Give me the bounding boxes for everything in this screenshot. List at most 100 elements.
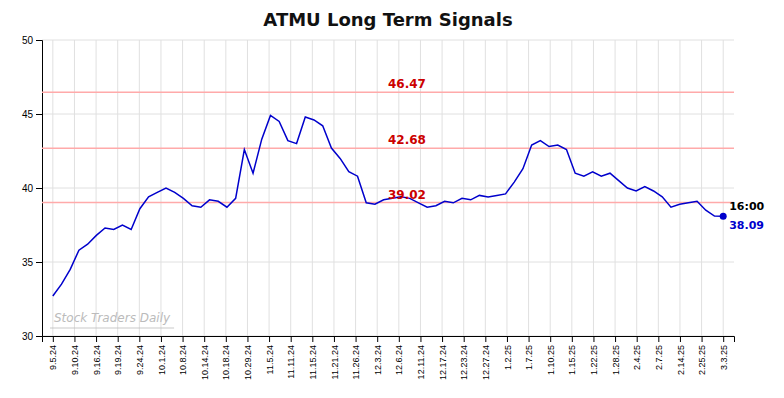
watermark-rule: [50, 328, 174, 329]
last-time-label: 16:00: [729, 200, 764, 213]
tick-label: 9.19.24: [113, 345, 123, 375]
grid-line: [247, 40, 248, 336]
tick: 2.25.25: [697, 336, 707, 375]
grid-line: [701, 40, 702, 336]
tick-label: 1.28.25: [611, 345, 621, 375]
tick-mark: [204, 336, 205, 342]
tick-mark: [183, 336, 184, 342]
tick: 11.26.24: [351, 336, 361, 379]
grid-line: [42, 40, 734, 41]
tick: 11.15.24: [308, 336, 318, 379]
tick-label: 1.7.25: [524, 345, 534, 370]
tick-label: 1.10.25: [546, 345, 556, 375]
last-price-label: 38.09: [729, 219, 764, 232]
tick-label: 50: [22, 35, 34, 46]
tick: 1.15.25: [567, 336, 577, 375]
tick-mark: [139, 336, 140, 342]
tick: 12.6.24: [394, 336, 404, 375]
tick-label: 2.7.25: [654, 345, 664, 370]
grid-line: [550, 40, 551, 336]
grid-line: [333, 40, 334, 336]
tick-label: 2.25.25: [697, 345, 707, 375]
grid-line: [593, 40, 594, 336]
chart: 9.5.249.10.249.16.249.19.249.24.2410.1.2…: [0, 0, 784, 398]
tick-mark: [442, 336, 443, 342]
tick-label: 10.1.24: [157, 345, 167, 375]
tick: 9.16.24: [92, 336, 102, 375]
tick-mark: [334, 336, 335, 342]
tick-label: 10.29.24: [243, 345, 253, 380]
tick-label: 12.17.24: [438, 345, 448, 380]
grid-line: [42, 262, 734, 263]
tick-mark: [507, 336, 508, 342]
grid-line: [269, 40, 270, 336]
tick-mark: [74, 336, 75, 342]
grid-line: [377, 40, 378, 336]
grid: [42, 40, 734, 336]
axis-line: [43, 337, 735, 343]
tick-mark: [36, 40, 42, 41]
tick-label: 12.23.24: [459, 345, 469, 380]
tick: 1.2.25: [503, 336, 513, 370]
tick-label: 11.5.24: [265, 345, 275, 374]
tick: 1.28.25: [611, 336, 621, 375]
tick: 2.7.25: [654, 336, 664, 370]
signal-line: [42, 91, 734, 93]
axis-line: [36, 41, 43, 337]
tick-label: 12.11.24: [416, 345, 426, 379]
tick: 12.23.24: [459, 336, 469, 380]
tick: 12.17.24: [438, 336, 448, 380]
tick-mark: [226, 336, 227, 342]
title: ATMU Long Term Signals: [263, 9, 512, 30]
grid-line: [139, 40, 140, 336]
tick-mark: [312, 336, 313, 342]
tick: 1.10.25: [546, 336, 556, 375]
tick-mark: [593, 336, 594, 342]
tick-label: 11.21.24: [330, 345, 340, 379]
tick: 2.4.25: [632, 336, 642, 370]
tick-mark: [464, 336, 465, 342]
tick-mark: [36, 114, 42, 115]
tick-mark: [118, 336, 119, 342]
tick-mark: [36, 188, 42, 189]
grid-line: [290, 40, 291, 336]
tick-label: 10.18.24: [221, 345, 231, 380]
tick: 12.11.24: [416, 336, 426, 379]
tick-mark: [485, 336, 486, 342]
grid-line: [463, 40, 464, 336]
tick-label: 12.27.24: [481, 345, 491, 380]
grid-line: [52, 40, 53, 336]
tick-mark: [247, 336, 248, 342]
grid-line: [442, 40, 443, 336]
tick-mark: [529, 336, 530, 342]
tick: 40: [22, 183, 42, 194]
tick: 9.19.24: [113, 336, 123, 375]
tick-mark: [680, 336, 681, 342]
grid-line: [723, 40, 724, 336]
tick-label: 11.15.24: [308, 345, 318, 379]
tick-mark: [572, 336, 573, 342]
grid-line: [117, 40, 118, 336]
tick-mark: [36, 262, 42, 263]
tick-label: 35: [22, 257, 34, 268]
tick-mark: [36, 336, 42, 337]
tick-mark: [702, 336, 703, 342]
tick-mark: [377, 336, 378, 342]
tick-mark: [291, 336, 292, 342]
tick-label: 9.24.24: [135, 345, 145, 375]
tick: 10.14.24: [200, 336, 210, 380]
annotations: Stock Traders Daily46.4742.6839.0216:003…: [50, 77, 765, 328]
tick: 12.27.24: [481, 336, 491, 380]
signal-line: [42, 202, 734, 204]
tick-label: 40: [22, 183, 34, 194]
tick-label: 30: [22, 331, 34, 342]
tick-label: 2.14.25: [676, 345, 686, 375]
tick-label: 10.8.24: [178, 345, 188, 375]
tick: 10.8.24: [178, 336, 188, 375]
tick-label: 2.4.25: [632, 345, 642, 370]
tick: 9.5.24: [48, 336, 58, 370]
grid-line: [679, 40, 680, 336]
x-axis: 9.5.249.10.249.16.249.19.249.24.2410.1.2…: [43, 336, 735, 380]
tick-mark: [723, 336, 724, 342]
tick: 11.21.24: [330, 336, 340, 379]
